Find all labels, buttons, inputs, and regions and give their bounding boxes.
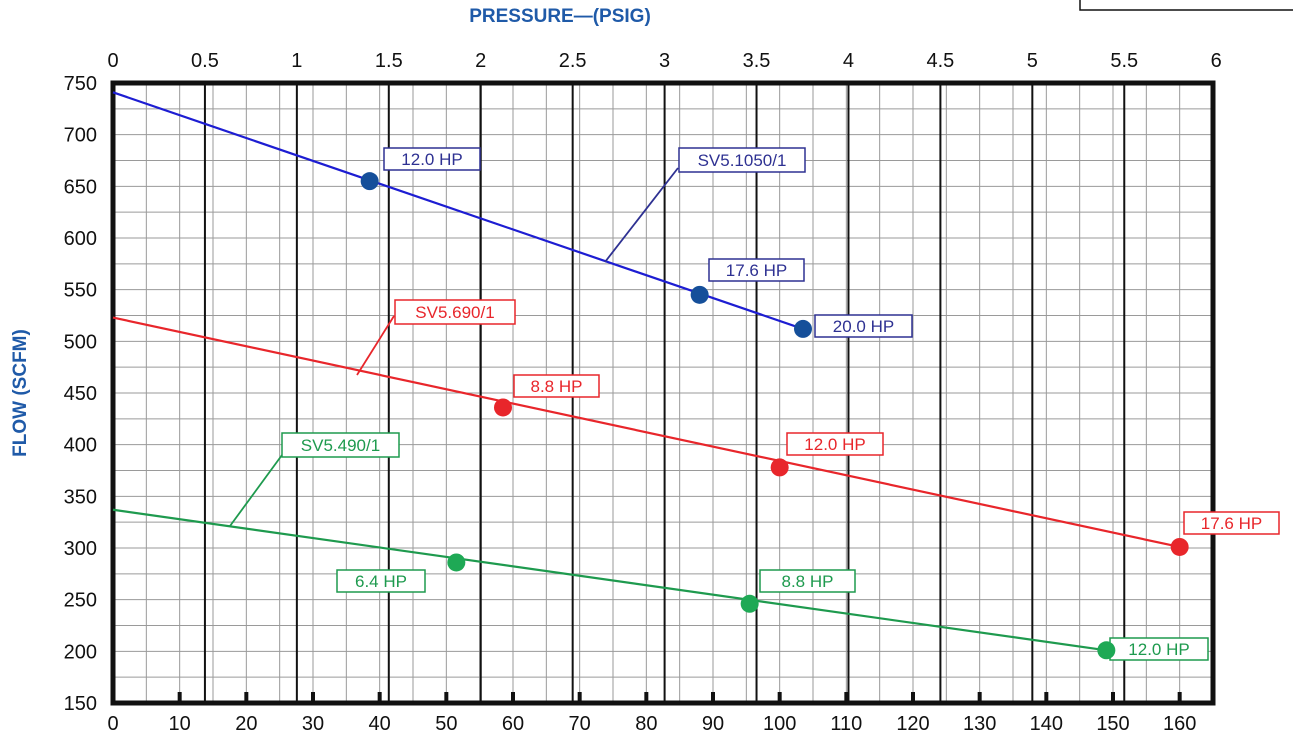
data-point: [1097, 641, 1115, 659]
left-axis-title: FLOW (SCFM): [10, 329, 31, 457]
top-tick-label: 0.5: [191, 50, 219, 72]
bottom-tick-label: 140: [1030, 713, 1063, 735]
hp-label: 8.8 HP: [531, 377, 583, 396]
top-tick-label: 2: [475, 50, 486, 72]
top-tick-label: 2.5: [559, 50, 587, 72]
top-tick-label: 0: [107, 50, 118, 72]
bottom-tick-label: 20: [235, 713, 257, 735]
left-tick-label: 300: [64, 538, 97, 560]
corner-box: [1080, 0, 1293, 10]
top-tick-label: 4.5: [926, 50, 954, 72]
left-tick-label: 700: [64, 125, 97, 147]
top-tick-label: 1: [291, 50, 302, 72]
data-point: [1171, 538, 1189, 556]
hp-label: 12.0 HP: [804, 435, 865, 454]
bottom-tick-label: 150: [1096, 713, 1129, 735]
data-point: [794, 320, 812, 338]
left-tick-label: 500: [64, 331, 97, 353]
bottom-tick-label: 80: [635, 713, 657, 735]
top-axis-title: PRESSURE—(PSIG): [469, 6, 651, 27]
top-tick-label: 6: [1211, 50, 1222, 72]
series-line: [113, 510, 1106, 651]
top-axis-ticks: 0 0.5 1 1.5 2 2.5 3 3.5 4 4.5 5 5.5 6: [107, 50, 1221, 72]
bottom-tick-label: 120: [896, 713, 929, 735]
hp-label: 12.0 HP: [401, 150, 462, 169]
left-tick-label: 150: [64, 693, 97, 715]
series-name-leader: [605, 168, 678, 262]
left-tick-label: 350: [64, 486, 97, 508]
bottom-tick-label: 10: [169, 713, 191, 735]
bottom-axis-ticks: 0 10 20 30 40 50 60 70 80 90 100 110 120 130 140 150 160: [107, 713, 1196, 735]
left-tick-label: 650: [64, 176, 97, 198]
bottom-tick-label: 40: [369, 713, 391, 735]
bottom-tick-label: 160: [1163, 713, 1196, 735]
bottom-tick-label: 60: [502, 713, 524, 735]
hp-label: 17.6 HP: [1201, 514, 1262, 533]
hp-label: 8.8 HP: [782, 572, 834, 591]
series-1: SV5.690/1 8.8 HP 12.0 HP 17.6 HP: [113, 300, 1279, 556]
top-tick-label: 3.5: [743, 50, 771, 72]
left-axis-ticks: 150 200 250 300 350 400 450 500 550 600 650 700 750: [64, 73, 97, 715]
hp-label: 17.6 HP: [726, 261, 787, 280]
series-name-label: SV5.690/1: [415, 303, 494, 322]
left-tick-label: 200: [64, 641, 97, 663]
bottom-tick-label: 130: [963, 713, 996, 735]
top-tick-label: 5: [1027, 50, 1038, 72]
data-point: [741, 595, 759, 613]
hp-label: 20.0 HP: [833, 317, 894, 336]
top-tick-label: 5.5: [1110, 50, 1138, 72]
bottom-tick-label: 50: [435, 713, 457, 735]
data-point: [691, 286, 709, 304]
left-tick-label: 250: [64, 590, 97, 612]
bottom-tick-label: 70: [569, 713, 591, 735]
top-tick-label: 4: [843, 50, 854, 72]
left-tick-label: 400: [64, 435, 97, 457]
left-tick-label: 450: [64, 383, 97, 405]
left-tick-label: 550: [64, 280, 97, 302]
data-point: [361, 172, 379, 190]
minor-gridlines: [113, 83, 1213, 703]
series-name-leader: [230, 455, 282, 526]
top-tick-label: 3: [659, 50, 670, 72]
bottom-tick-label: 30: [302, 713, 324, 735]
left-tick-label: 600: [64, 228, 97, 250]
hp-label: 6.4 HP: [355, 572, 407, 591]
bottom-tick-label: 100: [763, 713, 796, 735]
data-point: [494, 398, 512, 416]
bottom-tick-label: 90: [702, 713, 724, 735]
series-name-label: SV5.1050/1: [698, 151, 787, 170]
hp-label: 12.0 HP: [1128, 640, 1189, 659]
top-tick-label: 1.5: [375, 50, 403, 72]
series-name-label: SV5.490/1: [301, 436, 380, 455]
bottom-tick-label: 0: [107, 713, 118, 735]
data-point: [447, 553, 465, 571]
data-point: [771, 458, 789, 476]
left-tick-label: 750: [64, 73, 97, 95]
bottom-tick-label: 110: [830, 713, 862, 735]
